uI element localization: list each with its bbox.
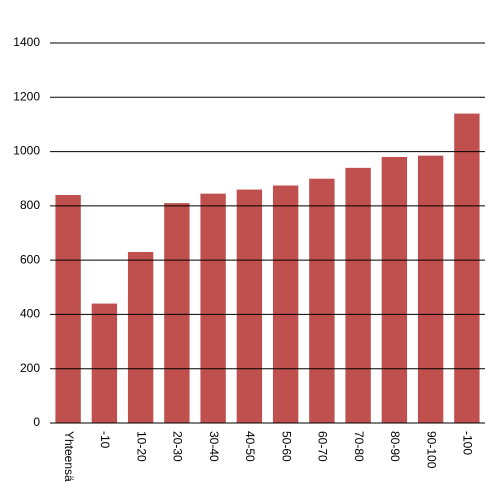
- x-tick-label: 90-100: [424, 431, 438, 469]
- x-tick-label: 60-70: [316, 431, 330, 462]
- x-tick-label: 80-90: [388, 431, 402, 462]
- bar: [309, 178, 335, 423]
- bar: [91, 303, 118, 423]
- y-tick-label: 800: [20, 198, 40, 212]
- x-tick-label: -10: [98, 431, 112, 449]
- bar: [417, 155, 444, 423]
- x-tick-label: 70-80: [352, 431, 366, 462]
- y-tick-label: 1200: [13, 89, 40, 103]
- bar: [55, 195, 81, 423]
- y-tick-label: 1000: [13, 144, 40, 158]
- x-tick-label: 20-30: [171, 431, 185, 462]
- bar: [164, 203, 190, 423]
- y-tick-label: 600: [20, 252, 40, 266]
- y-tick-label: 400: [20, 307, 40, 321]
- bar: [127, 252, 154, 423]
- y-tick-label: 200: [20, 361, 40, 375]
- x-tick-label: -100: [461, 431, 475, 455]
- bar: [236, 189, 263, 423]
- bar: [454, 113, 480, 424]
- y-tick-label: 1400: [13, 35, 40, 49]
- bar: [200, 193, 226, 423]
- x-tick-label: Yhteensä: [62, 431, 76, 482]
- x-tick-label: 50-60: [279, 431, 293, 462]
- x-tick-label: 30-40: [207, 431, 221, 462]
- bar: [381, 157, 408, 423]
- x-tick-label: 10-20: [134, 431, 148, 462]
- y-tick-label: 0: [33, 415, 40, 429]
- x-tick-label: 40-50: [243, 431, 257, 462]
- bar: [345, 167, 371, 423]
- bar: [272, 185, 299, 423]
